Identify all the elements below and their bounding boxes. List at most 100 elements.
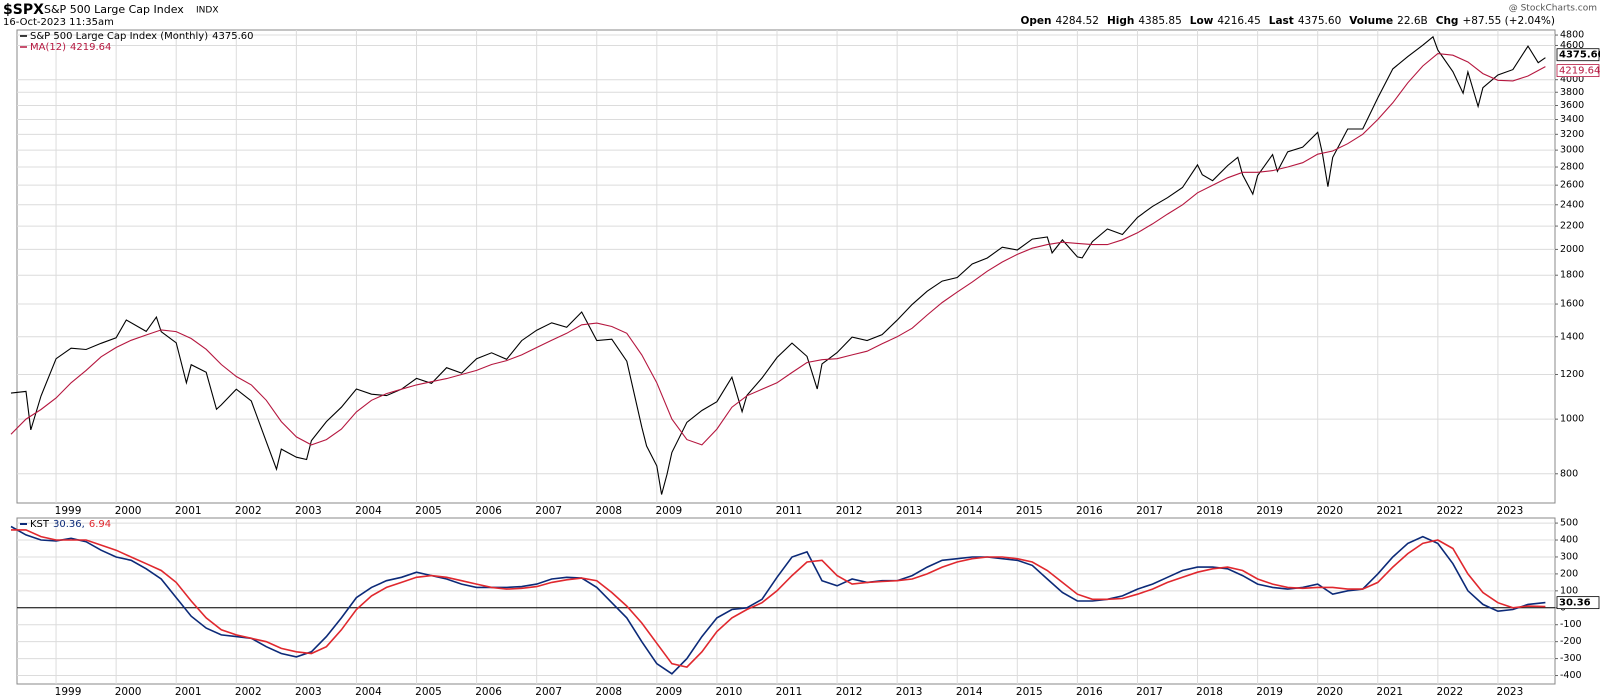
last-value-label: 4375.60: [1559, 50, 1600, 61]
y-tick-label: 2400: [1560, 199, 1584, 210]
x-tick-label: 2016: [1076, 505, 1103, 517]
y-tick-label: 4000: [1560, 74, 1584, 85]
y-tick-label: 3200: [1560, 129, 1584, 140]
x-tick-label: 2018: [1196, 686, 1223, 698]
x-tick-label: 2002: [235, 505, 262, 517]
quote-value: +87.55 (+2.04%): [1462, 15, 1555, 27]
y-tick-label: 300: [1560, 551, 1578, 562]
legend-value: 30.36,: [53, 519, 85, 530]
legend-name: MA(12): [30, 42, 66, 53]
x-tick-label: 2010: [716, 505, 743, 517]
y-tick-label: -400: [1560, 670, 1582, 681]
series-line: [10, 35, 1546, 495]
series-line: [10, 53, 1546, 446]
y-tick-label: 400: [1560, 535, 1578, 546]
x-tick-label: 2023: [1497, 505, 1524, 517]
y-tick-label: 800: [1560, 468, 1578, 479]
legend-value: 6.94: [89, 519, 111, 530]
x-tick-label: 2020: [1316, 505, 1343, 517]
x-tick-label: 2019: [1256, 686, 1283, 698]
panel-frame: [16, 517, 1556, 685]
x-tick-label: 2010: [716, 686, 743, 698]
legend-entry: S&P 500 Large Cap Index (Monthly) 4375.60: [30, 31, 253, 42]
x-tick-label: 2009: [655, 505, 682, 517]
x-tick-label: 2012: [836, 505, 863, 517]
x-tick-label: 2022: [1436, 686, 1463, 698]
x-tick-label: 2017: [1136, 686, 1163, 698]
y-tick-label: 200: [1560, 568, 1578, 579]
x-tick-label: 2004: [355, 505, 382, 517]
x-tick-label: 2013: [896, 686, 923, 698]
last-value-box: [1556, 64, 1600, 78]
panel-frame: [16, 29, 1556, 504]
x-tick-label: 2020: [1316, 686, 1343, 698]
y-tick-label: 3800: [1560, 87, 1584, 98]
x-tick-label: 1999: [55, 505, 82, 517]
x-tick-label: 2014: [956, 686, 983, 698]
x-tick-label: 2002: [235, 686, 262, 698]
x-tick-label: 2007: [535, 505, 562, 517]
x-tick-label: 2018: [1196, 505, 1223, 517]
y-tick-label: 100: [1560, 585, 1578, 596]
quote-value: 4216.45: [1217, 15, 1260, 27]
x-tick-label: 2006: [475, 686, 502, 698]
y-tick-label: 1200: [1560, 369, 1584, 380]
y-tick-label: 3600: [1560, 100, 1584, 111]
x-tick-label: 2003: [295, 505, 322, 517]
x-tick-label: 2006: [475, 505, 502, 517]
legend-value: 4375.60: [212, 31, 253, 42]
last-value-label: 30.36: [1559, 598, 1591, 609]
x-tick-label: 2022: [1436, 505, 1463, 517]
index-name: S&P 500 Large Cap Index: [44, 3, 184, 16]
x-tick-label: 2021: [1376, 505, 1403, 517]
x-tick-label: 2015: [1016, 505, 1043, 517]
series-line: [10, 525, 1546, 675]
quote-label: High: [1107, 15, 1134, 27]
x-tick-label: 2005: [415, 505, 442, 517]
x-tick-label: 2015: [1016, 686, 1043, 698]
x-tick-label: 2000: [115, 686, 142, 698]
y-tick-label: 1600: [1560, 299, 1584, 310]
x-tick-label: 2023: [1497, 686, 1524, 698]
quote-value: 22.6B: [1397, 15, 1428, 27]
y-tick-label: 2600: [1560, 180, 1584, 191]
y-tick-label: 500: [1560, 518, 1578, 529]
last-value-box: [1556, 48, 1600, 62]
symbol: $SPX: [3, 2, 44, 18]
x-tick-label: 2007: [535, 686, 562, 698]
x-tick-label: 2011: [776, 686, 803, 698]
quote-label: Last: [1269, 15, 1294, 27]
x-tick-label: 2013: [896, 505, 923, 517]
y-tick-label: 2000: [1560, 244, 1584, 255]
y-tick-label: -100: [1560, 619, 1582, 630]
x-tick-label: 2001: [175, 505, 202, 517]
x-tick-label: 2005: [415, 686, 442, 698]
x-tick-label: 2001: [175, 686, 202, 698]
exchange: INDX: [196, 6, 218, 16]
y-tick-label: 3000: [1560, 145, 1584, 156]
quote: Open 4284.52 High 4385.85 Low 4216.45 Last 4375…: [1020, 15, 1555, 27]
quote-label: Chg: [1436, 15, 1459, 27]
y-tick-label: 2200: [1560, 221, 1584, 232]
legend-entry: MA(12) 4219.64: [30, 42, 111, 53]
quote-value: 4385.85: [1138, 15, 1181, 27]
x-tick-label: 2008: [595, 686, 622, 698]
x-tick-label: 2009: [655, 686, 682, 698]
y-tick-label: 4600: [1560, 40, 1584, 51]
y-tick-label: 1400: [1560, 331, 1584, 342]
y-tick-label: 3400: [1560, 114, 1584, 125]
panel: 1999 2000 2001 2002 2003 2004 2005 2006 2007 2008…: [10, 29, 1600, 517]
x-tick-label: 2014: [956, 505, 983, 517]
x-tick-label: 2019: [1256, 505, 1283, 517]
x-tick-label: 2016: [1076, 686, 1103, 698]
x-tick-label: 1999: [55, 686, 82, 698]
y-tick-label: 4800: [1560, 30, 1584, 41]
legend-value: 4219.64: [70, 42, 111, 53]
legend-name: S&P 500 Large Cap Index (Monthly): [30, 31, 208, 42]
x-tick-label: 2017: [1136, 505, 1163, 517]
panel: 1999 2000 2001 2002 2003 2004 2005 2006 2007 2008…: [10, 517, 1600, 698]
x-tick-label: 2000: [115, 505, 142, 517]
quote-label: Open: [1020, 15, 1051, 27]
y-tick-label: 1000: [1560, 414, 1584, 425]
